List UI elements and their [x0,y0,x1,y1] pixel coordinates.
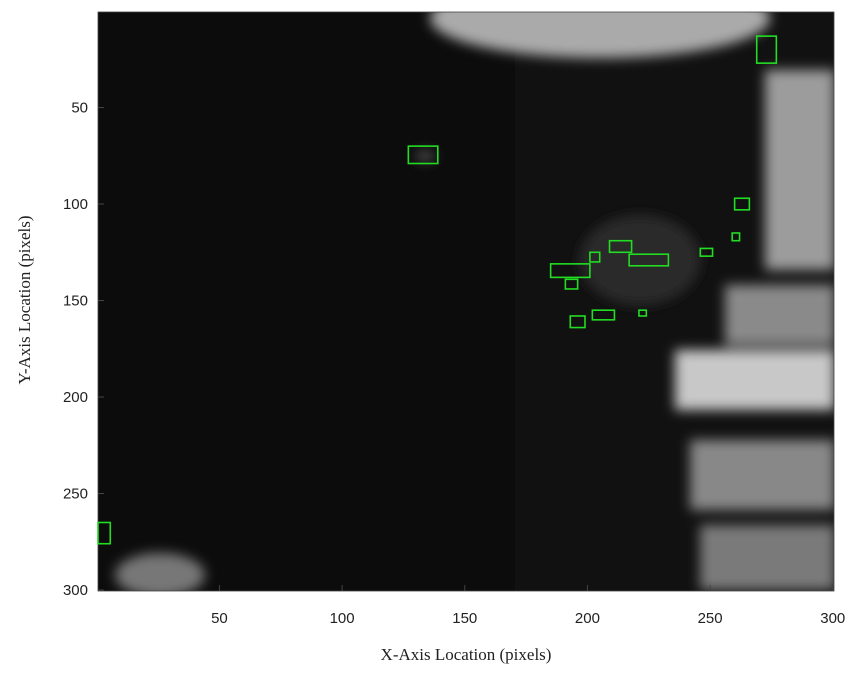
x-tick-label: 50 [211,610,228,627]
y-tick-label: 150 [63,293,88,310]
x-axis-label: X-Axis Location (pixels) [381,645,552,664]
page: {"chart_data": { "type": "image", "x_lab… [0,0,854,673]
x-tick-label: 250 [698,610,723,627]
y-tick-label: 250 [63,486,88,503]
x-tick-label: 200 [575,610,600,627]
y-axis-label: Y-Axis Location (pixels) [15,215,34,384]
y-tick-label: 200 [63,389,88,406]
x-tick-label: 300 [820,610,845,627]
chart: X-Axis Location (pixels) Y-Axis Location… [0,0,854,673]
image [98,0,835,597]
y-tick-label: 100 [63,196,88,213]
x-tick-label: 100 [330,610,355,627]
x-tick-label: 150 [452,610,477,627]
y-tick-label: 50 [71,100,88,117]
y-tick-label: 300 [63,582,88,599]
